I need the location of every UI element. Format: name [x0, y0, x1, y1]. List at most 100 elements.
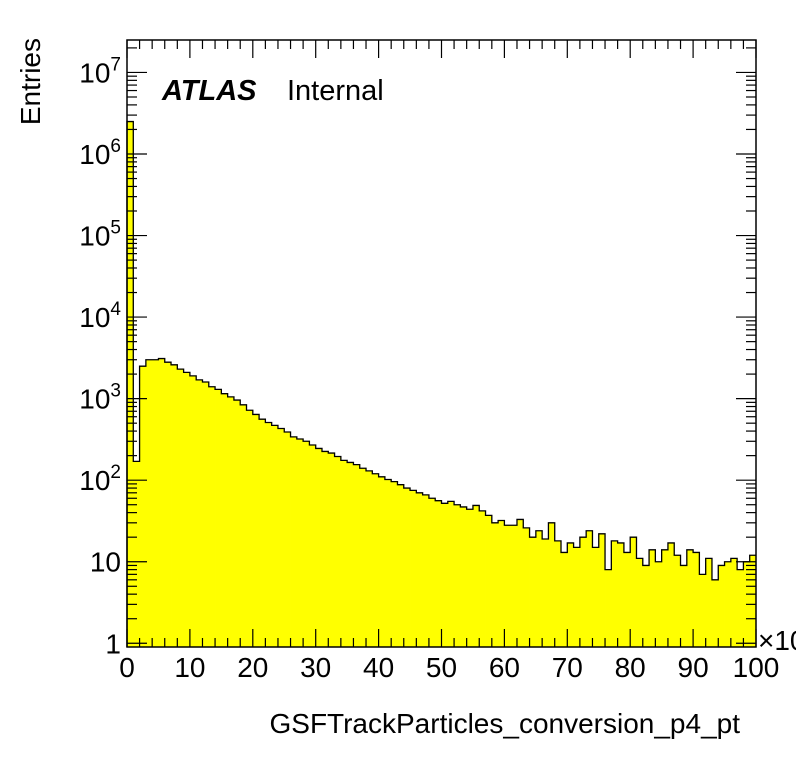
x-tick-label: 90: [678, 652, 709, 683]
histogram-bar: [542, 538, 549, 647]
histogram-bar: [485, 515, 493, 647]
histogram-bar: [730, 558, 738, 647]
histogram-bar: [491, 522, 499, 647]
histogram-bar: [435, 500, 442, 647]
x-tick-label: 60: [489, 652, 520, 683]
histogram-bar: [523, 527, 530, 647]
histogram-bar: [196, 379, 203, 647]
histogram-bar: [674, 555, 681, 647]
histogram-bar: [718, 565, 725, 647]
histogram-bar: [334, 456, 342, 647]
histogram-bar: [422, 494, 430, 647]
histogram-bar: [636, 558, 644, 647]
x-tick-label: 40: [363, 652, 394, 683]
histogram-bar: [561, 552, 568, 647]
x-tick-label: 80: [615, 652, 646, 683]
histogram-bar: [466, 509, 474, 647]
histogram-bar: [265, 422, 273, 647]
y-tick-label: 107: [79, 54, 121, 88]
histogram-bar: [686, 549, 694, 647]
atlas-label: ATLAS: [161, 75, 257, 107]
histogram-bar: [460, 506, 468, 647]
histogram-bar: [548, 522, 556, 647]
y-tick-labels: 1 10 102 103 104 105 106 107: [79, 54, 121, 659]
y-tick-label: 103: [79, 381, 121, 415]
x-tick-label: 100: [733, 652, 780, 683]
histogram-bar: [171, 364, 178, 647]
histogram-bar: [183, 372, 191, 647]
histogram-bar: [296, 438, 304, 647]
histogram-bar: [321, 451, 329, 647]
histogram-bar: [454, 504, 461, 647]
x-tick-label: 50: [426, 652, 457, 683]
y-tick-label: 102: [79, 462, 121, 496]
histogram-bar: [535, 530, 543, 647]
histogram-bar: [290, 436, 298, 647]
y-tick-label: 106: [79, 136, 121, 170]
histogram-bar: [240, 404, 247, 647]
histogram-bar: [284, 431, 291, 647]
histogram-bar: [617, 542, 625, 647]
histogram-bar: [699, 574, 707, 647]
y-axis-title: Entries: [15, 38, 46, 125]
histogram-bar: [309, 445, 317, 647]
histogram-bar: [447, 501, 455, 647]
histogram-bar: [655, 561, 663, 647]
y-tick-label: 1: [105, 628, 121, 659]
x-tick-label: 20: [237, 652, 268, 683]
histogram-bar: [277, 428, 285, 647]
histogram-bar: [623, 552, 631, 647]
histogram-bar: [208, 386, 216, 647]
histogram-bar: [391, 481, 398, 647]
histogram-bar: [516, 519, 524, 647]
histogram-bar: [529, 537, 537, 647]
histogram-bar: [215, 389, 222, 647]
histogram-bar: [353, 464, 361, 647]
histogram-bar: [472, 505, 480, 647]
histogram-outline: [126, 120, 756, 647]
histogram-bar: [642, 565, 650, 647]
histogram-bar: [340, 460, 348, 647]
histogram-bar: [693, 552, 700, 647]
histogram-bar: [711, 579, 719, 647]
histogram-bar: [579, 537, 587, 647]
histogram-bar: [416, 492, 424, 647]
histogram-bar: [366, 470, 373, 647]
y-tick-label: 10: [90, 547, 121, 578]
histogram-bar: [749, 555, 757, 647]
histogram-bar: [372, 473, 379, 647]
histogram-bar: [479, 510, 486, 647]
histogram-bar: [221, 393, 229, 647]
histogram-bar: [145, 359, 153, 647]
y-tick-label: 105: [79, 218, 121, 252]
histogram-bar: [133, 461, 140, 647]
histogram-bar: [189, 375, 197, 647]
histogram-bar: [605, 569, 612, 647]
histogram-bar: [202, 381, 210, 647]
histogram-bar: [667, 542, 675, 647]
histogram-bar: [410, 490, 417, 647]
histogram-bar: [246, 410, 254, 647]
histogram-bar: [384, 479, 392, 647]
histogram-bar: [649, 549, 656, 647]
histogram-bar: [397, 484, 405, 647]
histogram-bar: [705, 558, 713, 647]
x-axis-title: GSFTrackParticles_conversion_p4_pt: [269, 708, 740, 739]
histogram-bar: [510, 525, 518, 647]
y-tick-label: 104: [79, 299, 121, 333]
histogram-bar: [152, 359, 159, 647]
histogram-bar: [259, 419, 266, 647]
histogram-bar: [680, 565, 688, 647]
histogram-bar: [315, 448, 323, 647]
histogram-bar: [127, 121, 134, 648]
histogram-bar: [441, 503, 449, 647]
x-tick-label: 10: [174, 652, 205, 683]
histogram-bar: [177, 369, 185, 647]
x-axis-multiplier: ×10: [758, 625, 796, 656]
histogram-bar: [567, 542, 574, 647]
histogram-bar: [428, 498, 436, 647]
histogram-bar: [158, 358, 166, 647]
histogram-bar: [347, 462, 354, 647]
histogram-bar: [586, 530, 593, 647]
